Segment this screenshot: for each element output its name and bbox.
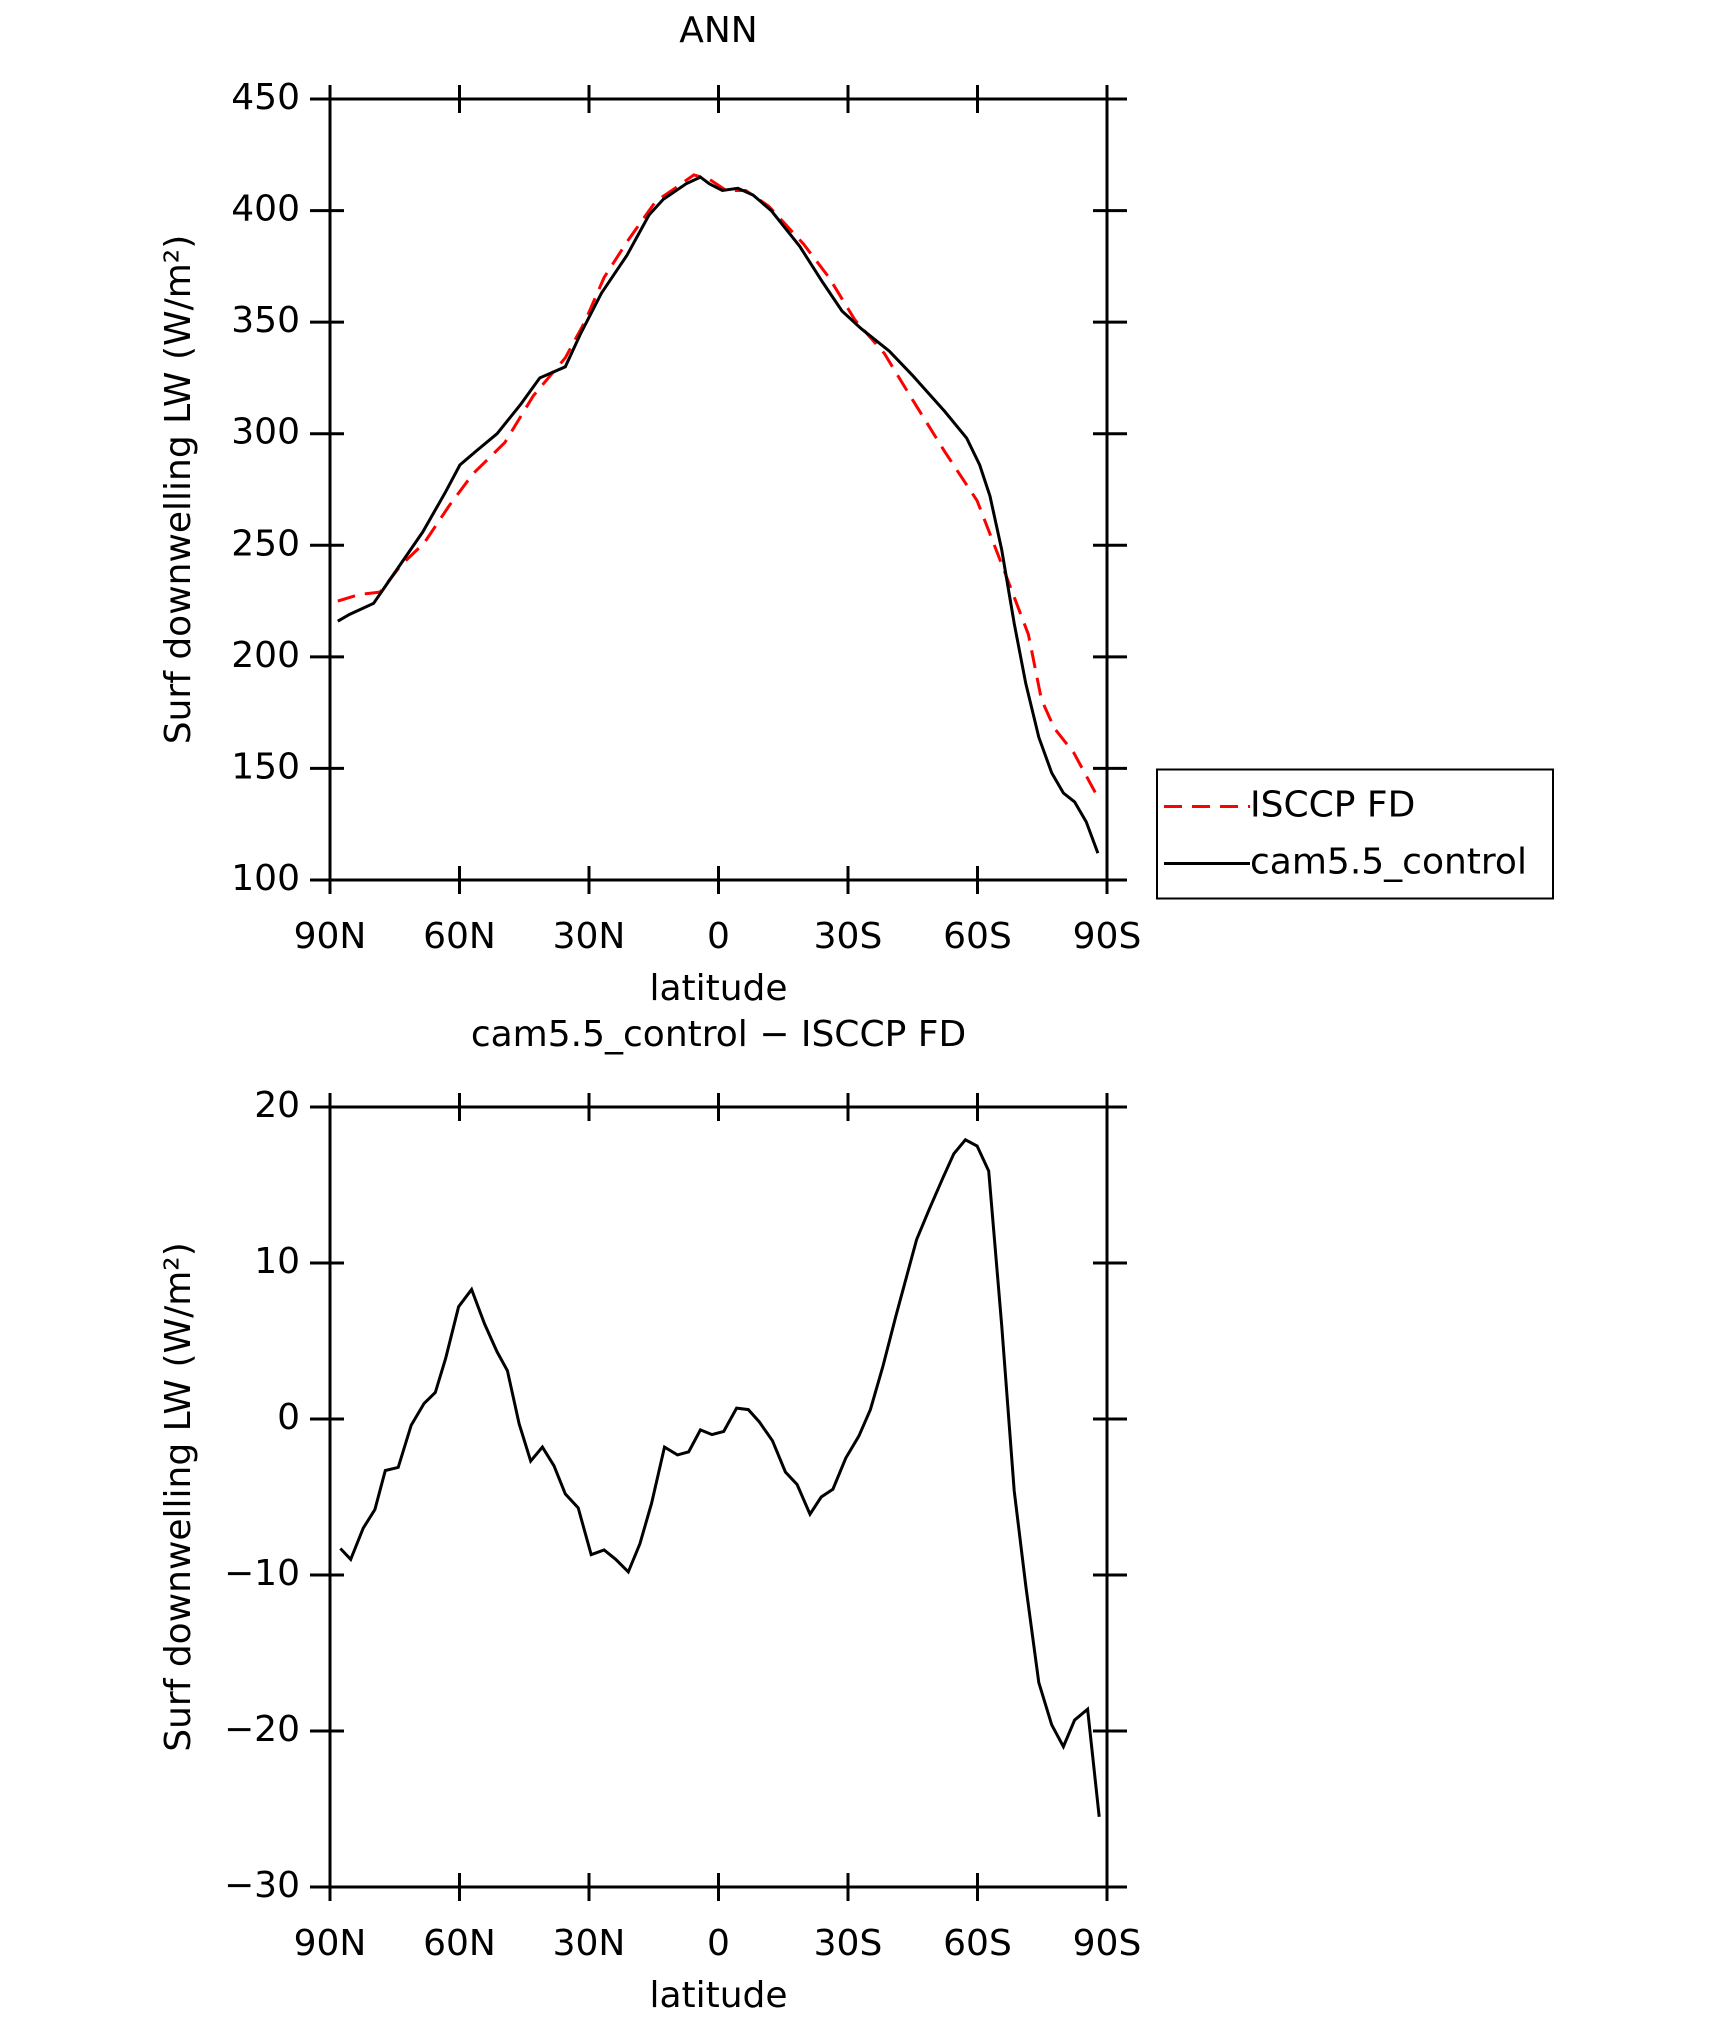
y-tick-label: 100: [231, 858, 300, 899]
x-tick-label: 30S: [814, 916, 883, 957]
y-tick-label: 150: [231, 746, 300, 787]
legend-label: cam5.5_control: [1250, 842, 1527, 883]
data-line: [337, 175, 1100, 854]
x-tick-label: 30S: [814, 1923, 883, 1964]
legend-label: ISCCP FD: [1250, 785, 1415, 826]
y-tick-label: 10: [254, 1241, 300, 1282]
x-tick-label: 60N: [423, 916, 496, 957]
y-tick-label: 200: [231, 635, 300, 676]
x-axis-label: latitude: [649, 968, 787, 1009]
x-tick-label: 90S: [1073, 916, 1142, 957]
x-tick-label: 90S: [1073, 1923, 1142, 1964]
y-tick-label: −30: [224, 1865, 300, 1906]
chart-title: ANN: [679, 10, 758, 51]
x-axis-label: latitude: [649, 1975, 787, 2016]
legend-box: [1156, 768, 1554, 900]
y-tick-label: −20: [224, 1709, 300, 1750]
x-tick-label: 60S: [943, 1923, 1012, 1964]
x-tick-label: 60N: [423, 1923, 496, 1964]
x-tick-label: 60S: [943, 916, 1012, 957]
x-tick-label: 90N: [294, 1923, 367, 1964]
y-tick-label: 450: [231, 77, 300, 118]
x-tick-label: 0: [707, 1923, 730, 1964]
x-tick-label: 90N: [294, 916, 367, 957]
y-axis-label: Surf downwelling LW (W/m²): [158, 235, 199, 745]
y-axis-label: Surf downwelling LW (W/m²): [158, 1242, 199, 1752]
plot-frame: [328, 97, 1109, 882]
plot-frame: [328, 1105, 1109, 1889]
y-tick-label: 0: [277, 1397, 300, 1438]
y-tick-label: 350: [231, 300, 300, 341]
y-tick-label: 250: [231, 523, 300, 564]
x-tick-label: 30N: [553, 916, 626, 957]
y-tick-label: 20: [254, 1085, 300, 1126]
y-tick-label: 300: [231, 412, 300, 453]
data-line: [339, 1137, 1101, 1817]
x-tick-label: 0: [707, 916, 730, 957]
y-tick-label: −10: [224, 1553, 300, 1594]
x-tick-label: 30N: [553, 1923, 626, 1964]
chart-title: cam5.5_control − ISCCP FD: [471, 1014, 966, 1055]
data-line: [337, 173, 1100, 799]
y-tick-label: 400: [231, 189, 300, 230]
